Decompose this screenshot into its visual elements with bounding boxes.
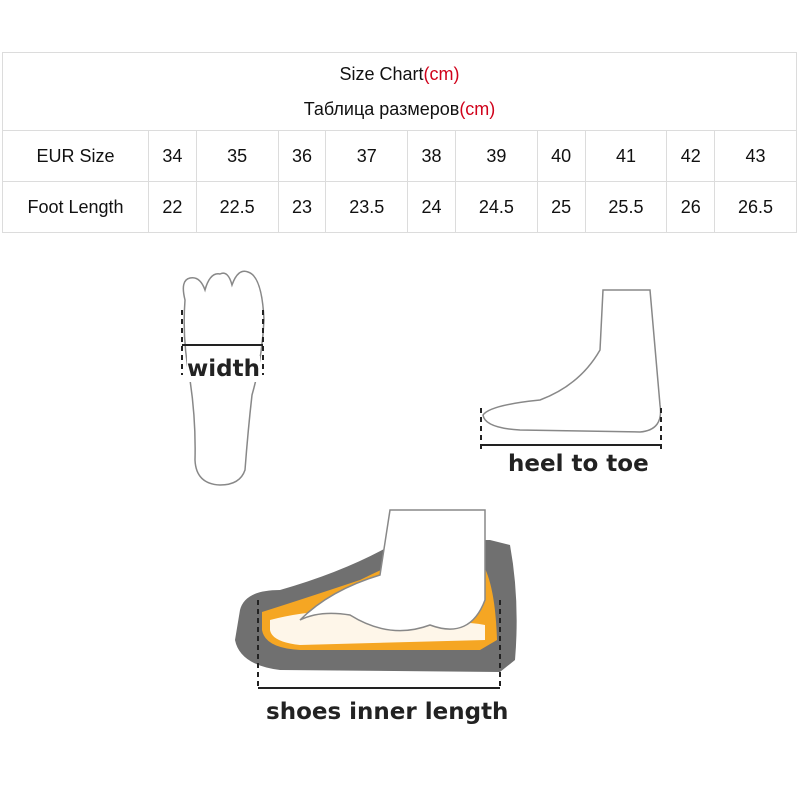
title-unit: (cm) <box>423 63 460 84</box>
cell: 22.5 <box>195 181 279 233</box>
cell: 39 <box>454 130 538 182</box>
row-label: EUR Size <box>2 130 149 182</box>
cell: 43 <box>714 130 797 182</box>
cell: 42 <box>666 130 716 182</box>
title-unit: (cm) <box>459 98 496 119</box>
table-row-foot-length: Foot Length 22 22.5 23 23.5 24 24.5 25 2… <box>2 181 797 233</box>
shoes-inner-length-caption: shoes inner length <box>266 699 509 725</box>
width-marker-icon <box>181 310 264 375</box>
foot-side-view-icon <box>482 289 662 433</box>
cell: 23 <box>277 181 327 233</box>
cell: 40 <box>536 130 586 182</box>
cell: 25.5 <box>584 181 668 233</box>
cell: 36 <box>277 130 327 182</box>
cell: 24.5 <box>454 181 538 233</box>
title-en: Size Chart <box>339 63 424 84</box>
cell: 38 <box>407 130 456 182</box>
cell: 35 <box>195 130 279 182</box>
size-chart-table: Size Chart(cm) Таблица размеров(cm) EUR … <box>2 52 797 233</box>
cell: 23.5 <box>325 181 409 233</box>
row-label: Foot Length <box>2 181 149 233</box>
heel-to-toe-caption: heel to toe <box>508 451 649 477</box>
width-caption: width <box>187 356 260 382</box>
heel-to-toe-marker-icon <box>480 408 662 450</box>
table-title: Size Chart(cm) Таблица размеров(cm) <box>2 52 797 131</box>
table-row-eur: EUR Size 34 35 36 37 38 39 40 41 42 43 <box>2 130 797 182</box>
cell: 37 <box>325 130 409 182</box>
shoe-cross-section-icon <box>235 509 517 672</box>
title-ru: Таблица размеров <box>303 98 460 119</box>
cell: 24 <box>407 181 456 233</box>
cell: 26.5 <box>714 181 797 233</box>
inner-length-marker-icon <box>257 600 501 690</box>
